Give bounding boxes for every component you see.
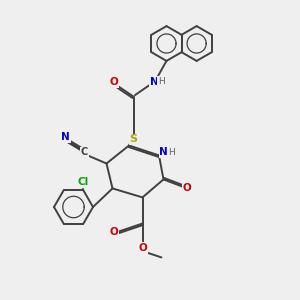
Text: O: O [138,243,147,253]
Text: O: O [109,77,118,87]
Text: Cl: Cl [77,177,88,187]
Text: O: O [182,183,191,194]
Text: C: C [81,147,88,158]
Text: S: S [130,134,137,145]
Text: O: O [109,226,118,237]
Text: H: H [158,77,164,86]
Text: H: H [168,148,175,157]
Text: N: N [61,132,70,142]
Text: N: N [159,147,168,157]
Text: N: N [149,76,158,87]
